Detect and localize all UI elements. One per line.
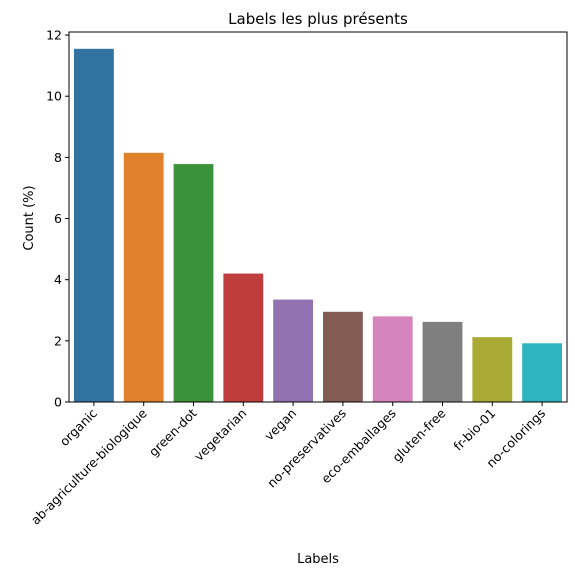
y-axis: 0 2 4 6 8 10 12 (46, 28, 69, 410)
y-tick-label: 10 (46, 89, 62, 104)
bar-vegan (273, 299, 314, 402)
y-tick-label: 6 (54, 211, 62, 226)
bar-green-dot (173, 164, 214, 402)
x-axis-label: Labels (297, 552, 339, 567)
bar-no-preservatives (322, 311, 363, 402)
bar-organic (73, 48, 114, 402)
bar-vegetarian (223, 273, 264, 402)
plot-frame (68, 31, 568, 403)
y-tick-label: 12 (46, 28, 62, 43)
chart-title: Labels les plus présents (228, 10, 408, 28)
bar-fr-bio-01 (472, 337, 513, 402)
bar-gluten-free (422, 321, 463, 402)
y-tick-label: 4 (54, 272, 62, 287)
bar-eco-emballages (372, 316, 413, 402)
y-tick-label: 2 (54, 333, 62, 348)
bars-group (73, 48, 563, 402)
bar-no-colorings (522, 343, 563, 402)
y-tick-label: 0 (54, 395, 62, 410)
y-tick-label: 8 (54, 150, 62, 165)
y-axis-label: Count (%) (22, 185, 37, 250)
bar-ab-agriculture-biologique (123, 152, 164, 402)
